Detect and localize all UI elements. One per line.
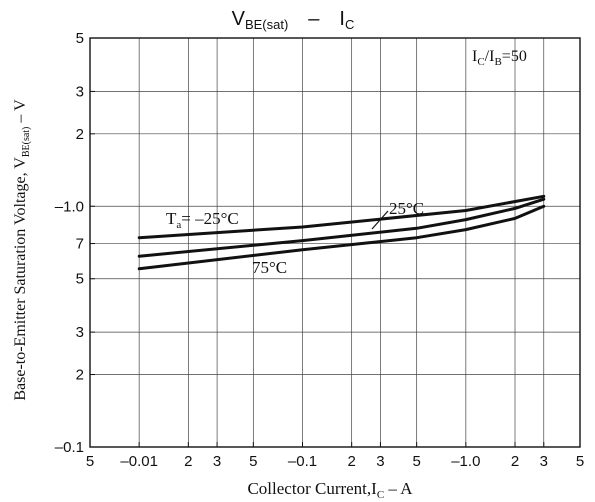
plot-frame [89, 37, 581, 448]
series-line-0 [137, 194, 546, 240]
y-tick-label: 5 [76, 30, 84, 47]
x-tick-label: 3 [540, 453, 548, 470]
condition-label: IC/IB=50 [472, 48, 527, 68]
series-line-1 [137, 197, 546, 258]
x-tick-label: –1.0 [451, 453, 480, 470]
y-tick-label: 3 [76, 83, 84, 100]
series-line-2 [137, 204, 546, 271]
series-label-75c: 75°C [252, 258, 287, 277]
x-tick-label: 5 [576, 453, 584, 470]
y-axis-label: Base-to-Emitter Saturation Voltage, VBE(… [12, 99, 32, 401]
x-axis-label: Collector Current,IC – A [247, 479, 413, 501]
y-tick-label: 5 [76, 271, 84, 288]
y-tick-label: 3 [76, 324, 84, 341]
grid [89, 37, 581, 448]
x-tick-label: –0.01 [120, 453, 158, 470]
y-tick-label: –0.1 [55, 439, 84, 456]
series-label-25c-leader [371, 210, 389, 230]
x-tick-label: 5 [86, 453, 94, 470]
x-tick-label: 5 [249, 453, 257, 470]
series-group [137, 194, 546, 271]
x-tick-label: –0.1 [288, 453, 317, 470]
x-tick-label: 2 [347, 453, 355, 470]
y-tick-label: –1.0 [55, 198, 84, 215]
x-tick-label: 3 [376, 453, 384, 470]
x-tick-label: 3 [213, 453, 221, 470]
y-tick-label: 2 [76, 367, 84, 384]
y-tick-label: 7 [76, 236, 84, 253]
x-tick-label: 2 [184, 453, 192, 470]
series-label-25c: 25°C [389, 199, 424, 218]
x-tick-label: 5 [412, 453, 420, 470]
chart-title: VBE(sat) – IC [232, 8, 355, 32]
series-label-ta-minus25: Ta= –25°C [166, 209, 239, 231]
x-tick-label: 2 [511, 453, 519, 470]
y-tick-label: 2 [76, 126, 84, 143]
